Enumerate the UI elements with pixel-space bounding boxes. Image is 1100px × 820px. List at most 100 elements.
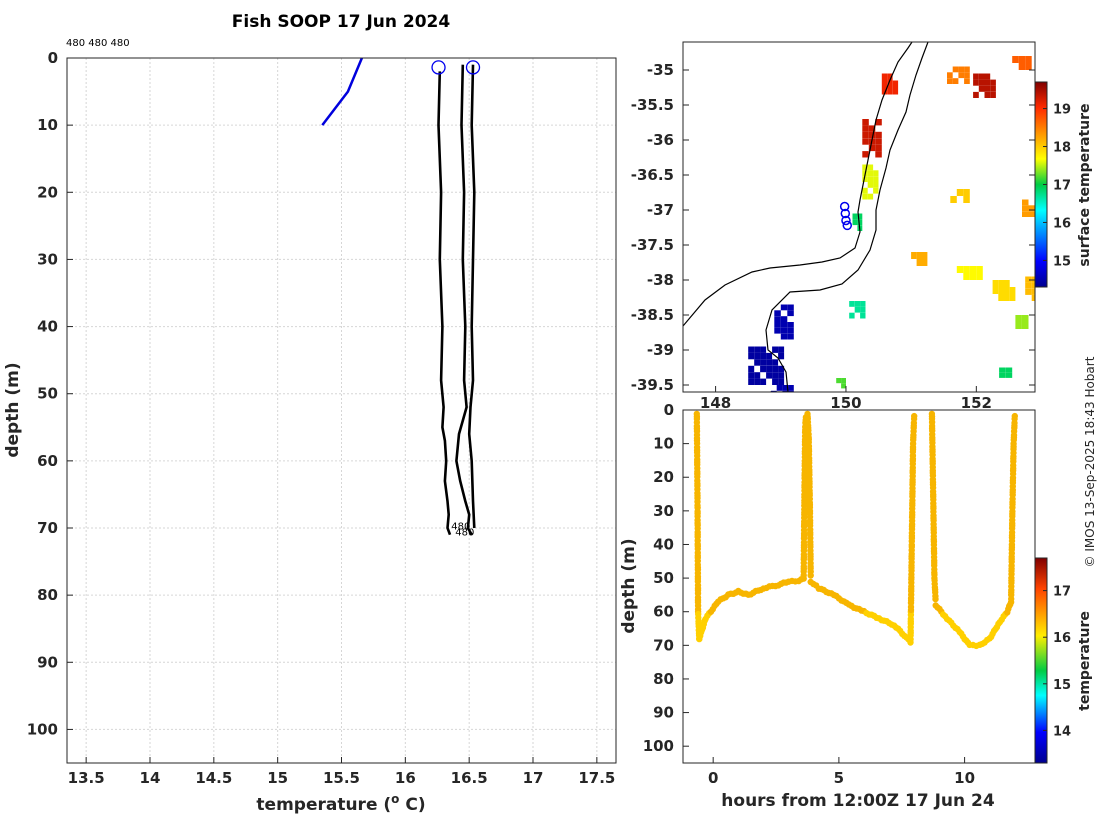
sst-cell	[748, 372, 755, 379]
profile-y-ticks: 0 10 20 30 40 50 60 70 80 90 100	[27, 49, 73, 738]
sst-cell	[969, 273, 977, 280]
timeseries-colorbar-tick-label: 15	[1053, 678, 1071, 693]
timeseries-y-tick-label: 20	[653, 468, 674, 486]
sst-cell	[1022, 211, 1029, 217]
sst-cell	[860, 301, 866, 307]
map-y-tick-label: -35	[647, 61, 674, 79]
sst-cell	[973, 73, 979, 80]
sst-cell	[868, 125, 876, 132]
sst-patches	[748, 56, 1035, 403]
sst-cell	[1025, 56, 1032, 63]
timeseries-y-tick-label: 70	[653, 636, 674, 654]
sst-cell	[887, 80, 893, 88]
profile-line-cast-2	[455, 64, 473, 536]
sst-cell	[754, 346, 761, 353]
sst-cell	[1022, 315, 1029, 322]
profile-x-tick-label: 17	[523, 769, 544, 787]
sst-cell	[772, 372, 779, 379]
sst-cell	[760, 346, 767, 353]
sst-cell	[760, 359, 767, 366]
sst-cell	[922, 252, 928, 259]
sst-cell	[956, 266, 964, 273]
sst-cell	[748, 346, 755, 353]
profile-y-tick-label: 50	[37, 385, 58, 403]
profile-bottom-label: 480	[451, 521, 470, 532]
sst-cell	[1012, 56, 1019, 63]
sst-cell	[952, 78, 959, 84]
timeseries-colorbar-tick-label: 14	[1053, 724, 1071, 739]
sst-cell	[766, 365, 773, 373]
sst-cell	[1028, 205, 1035, 212]
sst-cell	[1022, 322, 1029, 329]
sst-cell	[892, 80, 899, 88]
sst-cell	[1005, 372, 1013, 378]
sst-cell	[964, 72, 970, 79]
sst-cell	[964, 78, 970, 84]
timeseries-y-tick-label: 90	[653, 704, 674, 722]
sst-cell	[875, 138, 882, 145]
sst-cell	[849, 301, 855, 307]
sst-cell	[911, 252, 917, 259]
sst-cell	[748, 352, 755, 360]
sst-cell	[862, 187, 868, 194]
sst-cell	[862, 193, 868, 200]
timeseries-x-tick-label: 5	[834, 769, 844, 787]
sst-cell	[947, 72, 953, 79]
profile-line-cast-1	[437, 71, 452, 536]
sst-cell	[922, 259, 928, 266]
profile-x-tick-label: 13.5	[68, 769, 105, 787]
sst-cell	[862, 176, 868, 182]
map-colorbar-tick-label: 19	[1053, 103, 1071, 118]
sst-cell	[760, 365, 767, 373]
timeseries-y-tick-label: 30	[653, 502, 674, 520]
sst-cell	[787, 333, 794, 340]
sst-cell	[1018, 63, 1026, 70]
sst-cell	[998, 280, 1004, 287]
sst-cell	[867, 164, 874, 171]
map-y-tick-label: -39.5	[631, 376, 674, 394]
sst-cell	[973, 79, 979, 86]
sst-cell	[1004, 280, 1010, 287]
map-x-tick-label: 148	[700, 394, 731, 412]
sst-cell	[892, 87, 899, 95]
sst-cell	[836, 378, 842, 384]
profile-x-tick-label: 16	[395, 769, 416, 787]
track-marker	[842, 220, 853, 231]
sst-cell	[998, 294, 1004, 301]
map-y-tick-label: -35.5	[631, 96, 674, 114]
sst-cell	[881, 80, 888, 88]
sst-cell	[978, 79, 985, 86]
sst-cell	[862, 125, 869, 132]
sst-cell	[857, 213, 863, 220]
sst-cell	[778, 372, 785, 379]
sst-cell	[774, 316, 781, 322]
sst-cell	[772, 378, 779, 385]
sst-cell	[771, 397, 777, 403]
sst-cell	[852, 213, 858, 220]
sst-cell	[748, 365, 755, 373]
profile-x-tick-label: 15	[267, 769, 288, 787]
timeseries-y-tick-label: 50	[653, 569, 674, 587]
profile-x-tick-label: 14	[140, 769, 161, 787]
sst-cell	[1015, 322, 1022, 329]
sst-cell	[787, 310, 794, 317]
sst-cell	[860, 312, 866, 319]
sst-cell	[1018, 56, 1026, 63]
sst-cell	[854, 306, 861, 313]
profile-y-tick-label: 90	[37, 653, 58, 671]
sst-cell	[950, 196, 957, 203]
sst-cell	[958, 66, 965, 73]
profile-y-tick-label: 30	[37, 250, 58, 268]
timeseries-point	[1011, 412, 1018, 420]
sst-cell	[984, 91, 991, 98]
sst-cell	[963, 189, 970, 196]
timeseries-colorbar-label: temperature	[1077, 611, 1093, 711]
sst-cell	[875, 119, 882, 126]
timeseries-y-label: depth (m)	[619, 538, 639, 633]
sst-cell	[841, 378, 846, 384]
sst-cell	[788, 390, 794, 392]
sst-cell	[766, 352, 773, 360]
map-x-tick-label: 150	[830, 394, 861, 412]
